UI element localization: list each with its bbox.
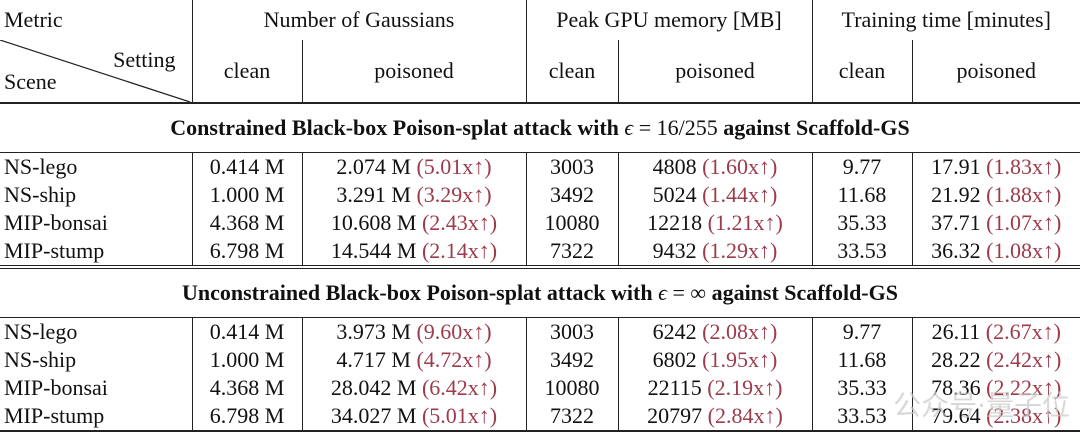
sub-clean-gaussians: clean xyxy=(192,40,303,103)
diagonal-divider xyxy=(0,40,191,102)
setting-scene-cell: Setting Scene xyxy=(0,40,193,103)
setting-label: Setting xyxy=(113,47,176,72)
table-row: MIP-bonsai 4.368 M 10.608 M (2.43x↑) 100… xyxy=(0,209,1080,237)
sub-clean-time: clean xyxy=(812,40,913,103)
group-time: Training time [minutes] xyxy=(841,7,1051,32)
table-row: MIP-stump 6.798 M 34.027 M (5.01x↑) 7322… xyxy=(0,402,1080,431)
sub-clean-memory: clean xyxy=(526,40,619,103)
scene-label: Scene xyxy=(4,69,57,94)
section-title: Constrained Black-box Poison-splat attac… xyxy=(0,102,1080,153)
table-row: NS-lego 0.414 M 2.074 M (5.01x↑) 3003 48… xyxy=(0,152,1080,181)
header-row-metric: Metric Number of Gaussians Peak GPU memo… xyxy=(0,0,1080,40)
watermark: 公众号·量子位 xyxy=(893,389,1070,422)
group-memory: Peak GPU memory [MB] xyxy=(526,0,813,40)
table-row: MIP-bonsai 4.368 M 28.042 M (6.42x↑) 100… xyxy=(0,374,1080,402)
sub-poisoned-memory: poisoned xyxy=(618,40,813,103)
metric-label: Metric xyxy=(0,0,193,40)
sub-poisoned-gaussians: poisoned xyxy=(302,40,527,103)
table-row: NS-ship 1.000 M 3.291 M (3.29x↑) 3492 50… xyxy=(0,181,1080,209)
section-title: Unconstrained Black-box Poison-splat att… xyxy=(0,265,1080,318)
sub-poisoned-time: poisoned xyxy=(956,58,1036,83)
section-title-row: Unconstrained Black-box Poison-splat att… xyxy=(0,265,1080,318)
table-row: NS-ship 1.000 M 4.717 M (4.72x↑) 3492 68… xyxy=(0,346,1080,374)
table-row: NS-lego 0.414 M 3.973 M (9.60x↑) 3003 62… xyxy=(0,317,1080,346)
header-row-setting: Setting Scene clean poisoned clean poiso… xyxy=(0,40,1080,103)
section-title-row: Constrained Black-box Poison-splat attac… xyxy=(0,102,1080,153)
table-row: MIP-stump 6.798 M 14.544 M (2.14x↑) 7322… xyxy=(0,237,1080,267)
results-table: Metric Number of Gaussians Peak GPU memo… xyxy=(0,0,1080,431)
group-gaussians: Number of Gaussians xyxy=(192,0,527,40)
